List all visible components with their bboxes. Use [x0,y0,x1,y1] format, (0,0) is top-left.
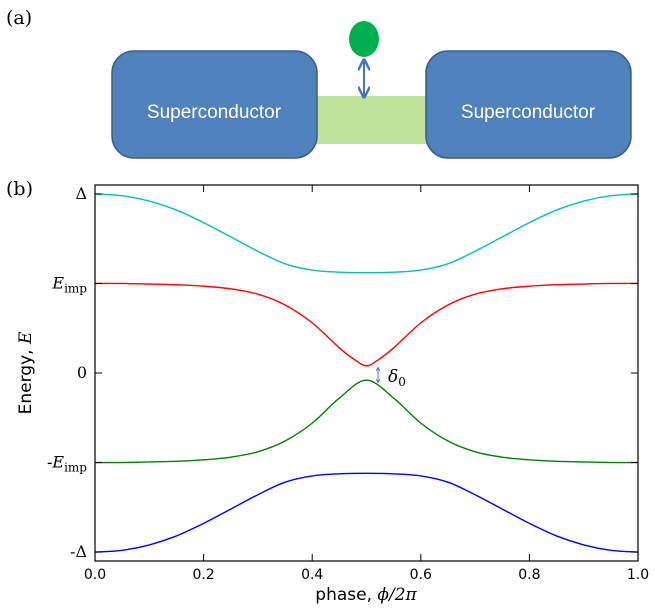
series-layer [94,193,639,553]
tick-layer [94,185,639,561]
y-axis-label: Energy, E [16,331,36,414]
x-axis-label: phase, ϕ/2π [315,585,417,605]
junction-bridge [313,96,429,144]
x-tick-label-1: 0.2 [192,567,214,583]
x-tick-label-0: 0.0 [84,567,106,583]
series-line-4 [94,472,639,553]
right-superconductor-label: Superconductor [461,102,596,123]
series-line-1 [94,193,639,274]
right-superconductor-block [425,50,632,159]
y-tick-label-2: 0 [77,363,87,382]
y-tick-label-3: -Eimp [47,453,87,475]
impurity-dot [349,21,379,57]
x-tick-label-4: 0.8 [518,567,540,583]
y-tick-label-0: Δ [75,184,87,203]
left-superconductor-block [111,50,318,159]
panel-b-label: (b) [6,178,33,200]
y-tick-labels: Δ Eimp 0 -Eimp -Δ [47,184,87,561]
x-tick-label-2: 0.4 [301,567,323,583]
y-tick-label-1: Eimp [51,273,87,295]
series-line-3 [94,379,639,464]
x-tick-labels: 0.0 0.2 0.4 0.6 0.8 1.0 [84,567,649,583]
left-superconductor-label: Superconductor [147,102,282,123]
x-tick-label-3: 0.6 [410,567,432,583]
plot-frame [94,184,639,562]
energy-phase-plot: Δ Eimp 0 -Eimp -Δ 0.0 0.2 0.4 0.6 0.8 1.0 δ0 phas… [16,184,649,605]
x-tick-label-5: 1.0 [627,567,649,583]
panel-a-label: (a) [6,7,32,29]
series-line-2 [94,282,639,367]
y-tick-label-4: -Δ [70,542,87,561]
delta0-annotation: δ0 [388,367,406,389]
